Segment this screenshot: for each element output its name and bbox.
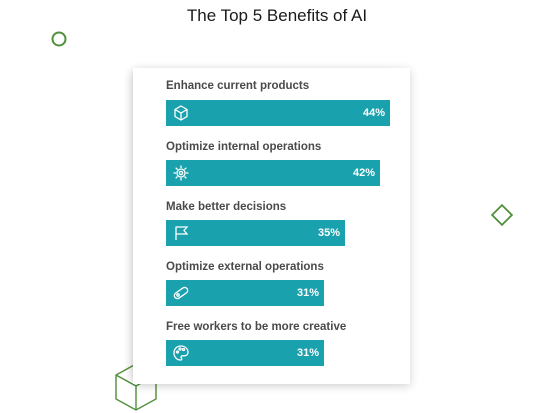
bar-label: Enhance current products [166, 80, 310, 92]
flag-icon [172, 224, 190, 242]
palette-icon [172, 344, 190, 362]
bar-value-label: 42% [352, 167, 375, 179]
bar-label: Make better decisions [166, 201, 287, 213]
bar: 35% [166, 220, 345, 246]
bar-value-label: 31% [296, 287, 319, 299]
link-icon [172, 284, 190, 302]
cube-icon [172, 104, 190, 122]
bar: 31% [166, 340, 324, 366]
bar-value-label: 44% [362, 107, 385, 119]
bar-value-label: 35% [317, 227, 340, 239]
chart-title: The Top 5 Benefits of AI [186, 6, 368, 25]
bar-label: Optimize external operations [166, 261, 324, 273]
bar-label: Optimize internal operations [166, 141, 322, 153]
diamond-outline-icon [490, 203, 514, 227]
bar-value-label: 31% [296, 347, 319, 359]
bar: 31% [166, 280, 324, 306]
bar-label: Free workers to be more creative [166, 321, 347, 333]
circle-outline-icon [51, 31, 67, 47]
gear-icon [172, 164, 190, 182]
bar: 42% [166, 160, 380, 186]
bar: 44% [166, 100, 390, 126]
